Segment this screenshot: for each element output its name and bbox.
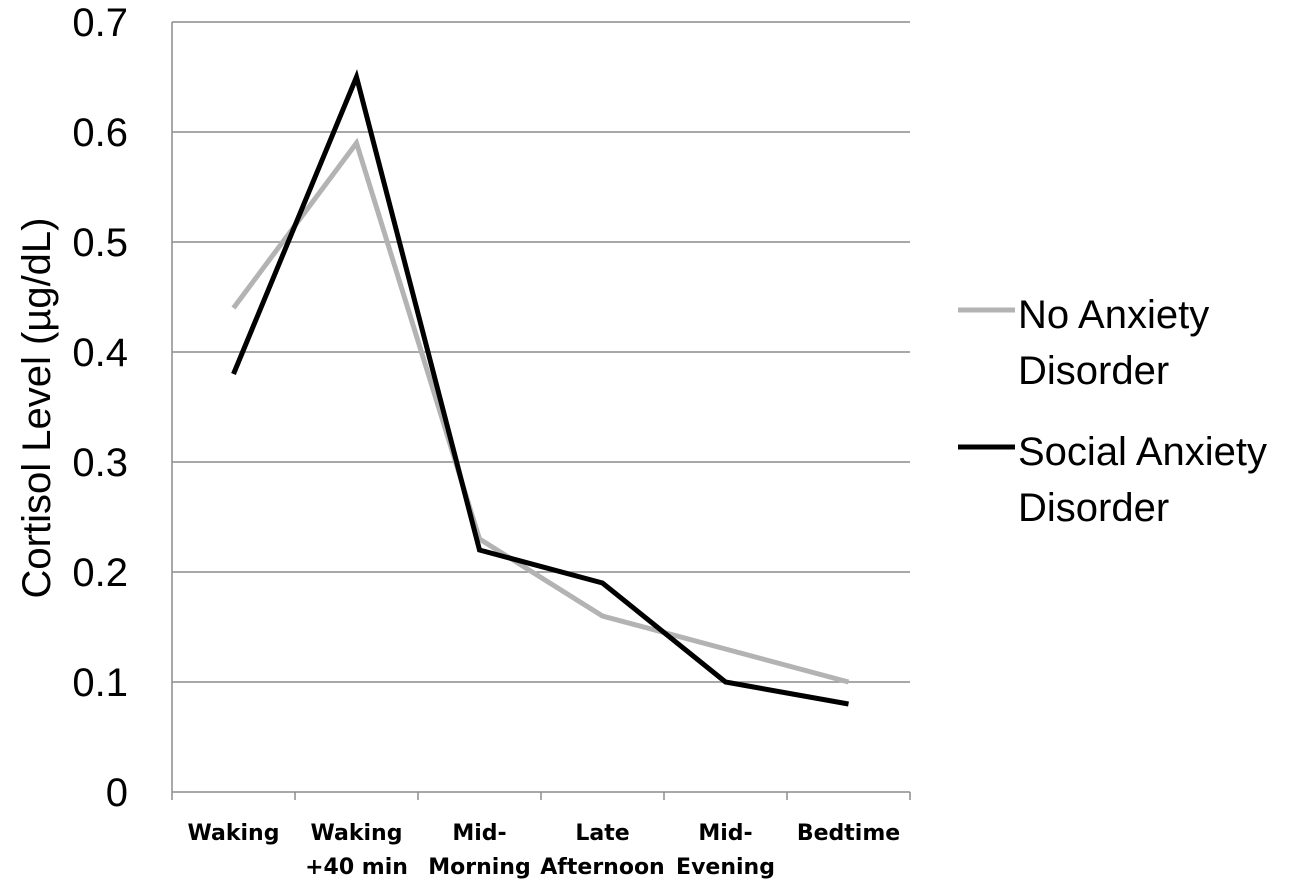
legend-label-line: No Anxiety xyxy=(1018,293,1209,337)
y-tick-label: 0.3 xyxy=(72,441,128,485)
x-tick-label-line: +40 min xyxy=(305,855,408,880)
y-tick-label: 0.4 xyxy=(72,331,128,375)
x-tick-label: Waking xyxy=(188,821,280,846)
series-line-1 xyxy=(234,143,849,682)
x-tick-label-line: Bedtime xyxy=(797,821,900,846)
legend-label: Social Anxiety Disorder xyxy=(1018,430,1267,530)
legend-label-line: Social Anxiety xyxy=(1018,430,1267,474)
y-axis-label: Cortisol Level (µg/dL) xyxy=(15,218,59,599)
x-tick-label-line: Evening xyxy=(676,855,775,880)
legend: No Anxiety Disorder Social Anxiety Disorder xyxy=(958,293,1267,530)
x-tick-label-line: Mid- xyxy=(698,821,752,846)
y-tick-labels: 0 0.1 0.2 0.3 0.4 0.5 0.6 0.7 xyxy=(72,1,128,815)
x-tick-label: Bedtime xyxy=(797,821,900,846)
series-lines xyxy=(234,77,849,704)
x-tick-label-line: Morning xyxy=(428,855,530,880)
series-line-2 xyxy=(234,77,849,704)
y-tick-label: 0.7 xyxy=(72,1,128,45)
x-tick-label: Waking +40 min xyxy=(305,821,408,880)
legend-label: No Anxiety Disorder xyxy=(1018,293,1209,393)
x-tick-label-line: Mid- xyxy=(452,821,506,846)
y-tick-label: 0.5 xyxy=(72,221,128,265)
legend-label-line: Disorder xyxy=(1018,486,1169,530)
y-tick-label: 0.6 xyxy=(72,111,128,155)
x-tick-label-line: Waking xyxy=(188,821,280,846)
gridlines xyxy=(172,22,910,682)
y-tick-label: 0.1 xyxy=(72,661,128,705)
x-tick-label: Mid- Evening xyxy=(676,821,775,880)
x-tick-label-line: Late xyxy=(575,821,629,846)
x-tick-label-line: Waking xyxy=(311,821,403,846)
axes xyxy=(172,22,910,800)
x-tick-labels: Waking Waking +40 min Mid- Morning Late Aftern… xyxy=(188,821,901,880)
x-tick-label: Mid- Morning xyxy=(428,821,530,880)
x-tick-label-line: Afternoon xyxy=(540,855,664,880)
y-tick-label: 0.2 xyxy=(72,551,128,595)
y-tick-label: 0 xyxy=(106,771,128,815)
legend-label-line: Disorder xyxy=(1018,349,1169,393)
x-tick-label: Late Afternoon xyxy=(540,821,664,880)
